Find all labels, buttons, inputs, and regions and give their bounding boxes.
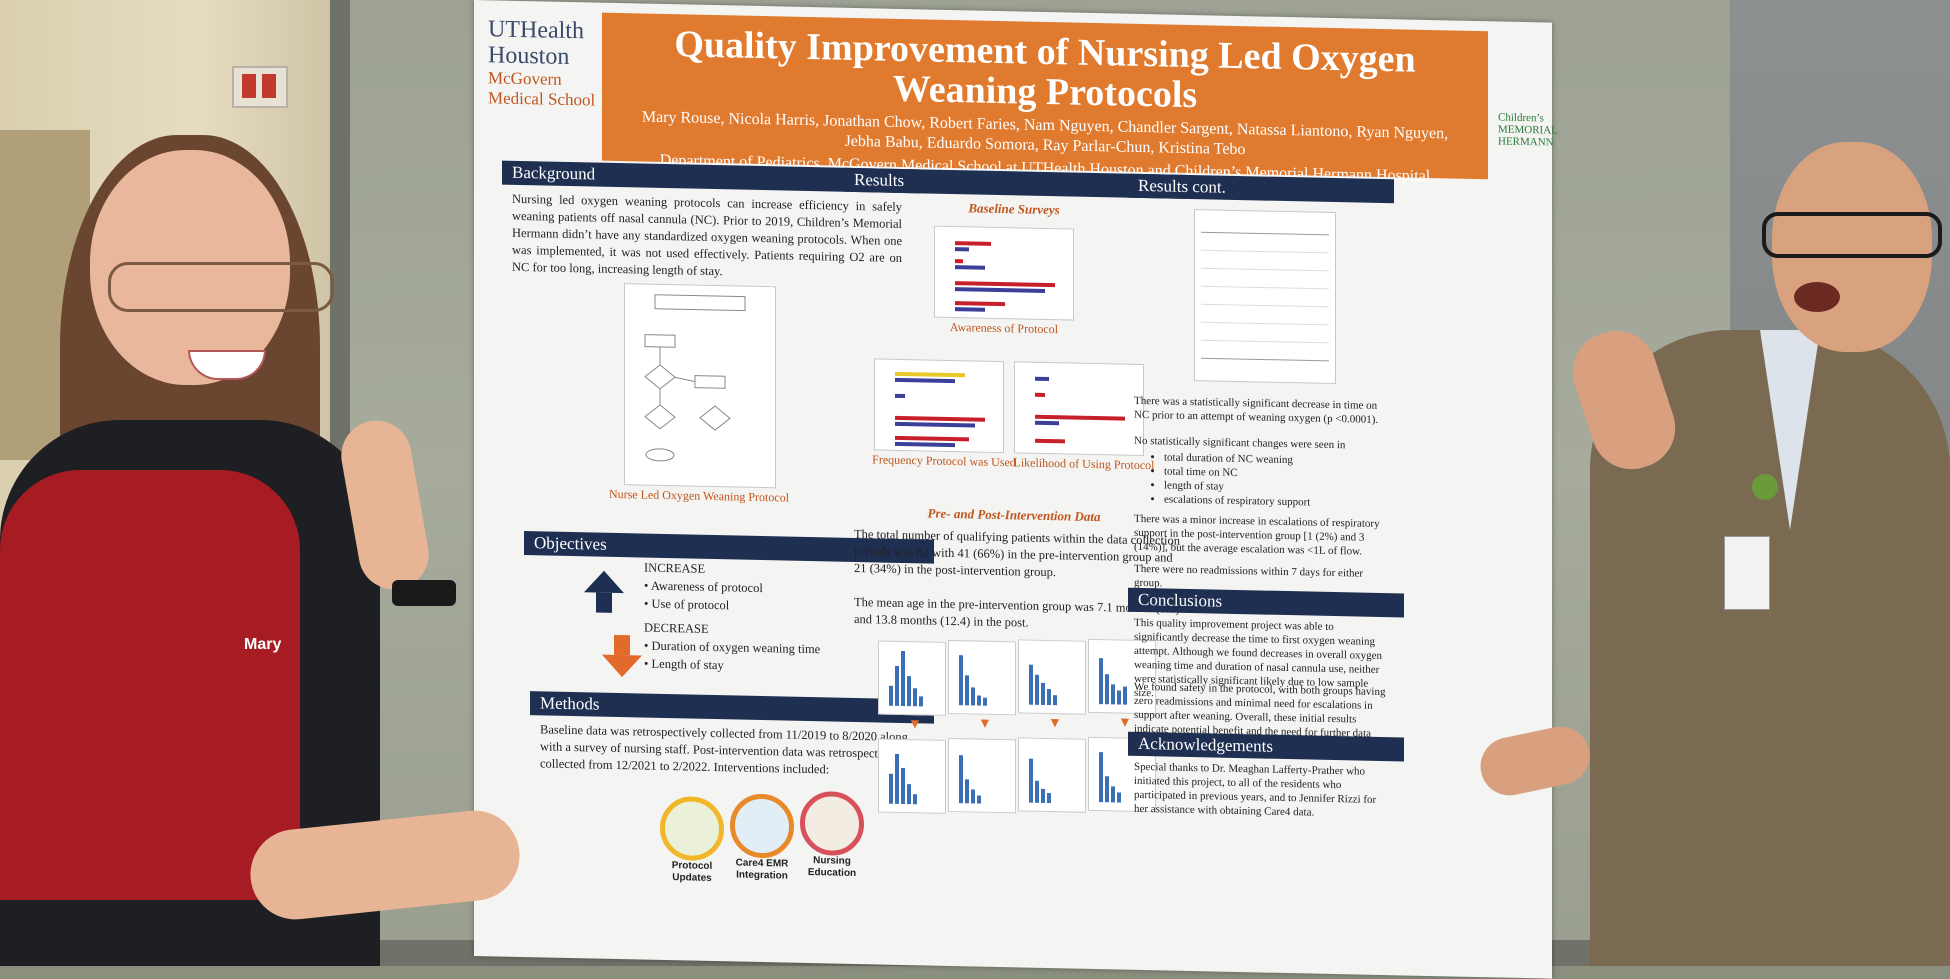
acknowledgements-text: Special thanks to Dr. Meaghan Lafferty-P… xyxy=(1134,760,1377,819)
increase-label: INCREASE xyxy=(644,560,706,576)
characteristics-table-image xyxy=(1194,209,1336,385)
glasses-icon xyxy=(108,262,334,312)
down-arrow-icon xyxy=(602,654,642,678)
frequency-chart xyxy=(874,358,1004,454)
results-cont-list: total duration of NC weaning total time … xyxy=(1148,450,1384,511)
poster-header: Quality Improvement of Nursing Led Oxyge… xyxy=(602,12,1488,185)
emr-integration-icon xyxy=(730,793,794,859)
childrens-memorial-hermann-logo: Children’s MEMORIAL HERMANN xyxy=(1498,111,1558,149)
research-poster: UTHealth Houston McGovern Medical School… xyxy=(474,0,1558,979)
histogram-pre-3 xyxy=(1018,639,1086,715)
down-arrow-icon: ▼ xyxy=(908,717,922,733)
decrease-label: DECREASE xyxy=(644,620,709,636)
awareness-caption: Awareness of Protocol xyxy=(949,319,1059,337)
smartwatch-icon xyxy=(392,580,456,606)
protocol-flowchart-image xyxy=(624,283,776,489)
intervention-label-2: Care4 EMR Integration xyxy=(735,857,789,882)
decrease-item-2: • Length of stay xyxy=(644,656,724,673)
methods-text: Baseline data was retrospectively collec… xyxy=(540,722,908,777)
results-cont-text-1: There was a statistically significant de… xyxy=(1134,394,1379,426)
down-arrow-stem xyxy=(614,634,630,656)
down-arrow-icon: ▼ xyxy=(1048,716,1062,732)
acknowledgements-heading: Acknowledgements xyxy=(1128,731,1404,762)
protocol-updates-icon xyxy=(660,795,724,862)
protocol-figure-caption: Nurse Led Oxygen Weaning Protocol xyxy=(608,486,790,505)
intervention-label-1: Protocol Updates xyxy=(671,860,713,884)
up-arrow-stem xyxy=(596,592,612,613)
id-badge-icon xyxy=(1724,536,1770,610)
results-cont-text-3: There was a minor increase in escalation… xyxy=(1134,512,1380,558)
presenter-left-shirt xyxy=(0,470,300,900)
data-table-icon xyxy=(1201,231,1329,362)
histogram-pre-1 xyxy=(878,640,946,716)
frequency-caption: Frequency Protocol was Used xyxy=(872,452,1016,470)
glasses-icon xyxy=(1762,212,1942,258)
likelihood-chart xyxy=(1014,361,1144,457)
fire-alarm-icon xyxy=(232,66,288,108)
poster-title: Quality Improvement of Nursing Led Oxyge… xyxy=(674,23,1416,117)
presenter-right-face xyxy=(1772,142,1932,352)
histogram-pre-2 xyxy=(948,639,1016,716)
uthealth-logo: UTHealth Houston McGovern Medical School xyxy=(488,16,596,110)
histogram-post-2 xyxy=(948,737,1016,814)
flowchart-icon xyxy=(644,294,746,462)
prepost-text-1: The total number of qualifying patients … xyxy=(854,526,1180,580)
shirt-name-embroidery: Mary xyxy=(244,636,282,653)
prepost-title: Pre- and Post-Intervention Data xyxy=(927,505,1101,525)
up-arrow-icon xyxy=(584,570,624,594)
likelihood-caption: Likelihood of Using Protocol xyxy=(1013,455,1155,473)
results-cont-heading: Results cont. xyxy=(1128,173,1394,204)
nursing-education-icon xyxy=(800,790,864,857)
methods-heading: Methods xyxy=(530,691,934,724)
increase-item-2: • Use of protocol xyxy=(644,596,730,613)
intervention-label-3: Nursing Education xyxy=(807,855,857,880)
histogram-post-1 xyxy=(878,738,946,814)
presenter-right-mouth xyxy=(1794,282,1840,312)
histogram-post-3 xyxy=(1018,737,1086,813)
awareness-chart xyxy=(934,225,1074,321)
down-arrow-icon: ▼ xyxy=(1118,715,1132,731)
increase-item-1: • Awareness of protocol xyxy=(644,578,763,596)
lapel-pin-icon xyxy=(1752,474,1778,500)
down-arrow-icon: ▼ xyxy=(978,716,992,732)
